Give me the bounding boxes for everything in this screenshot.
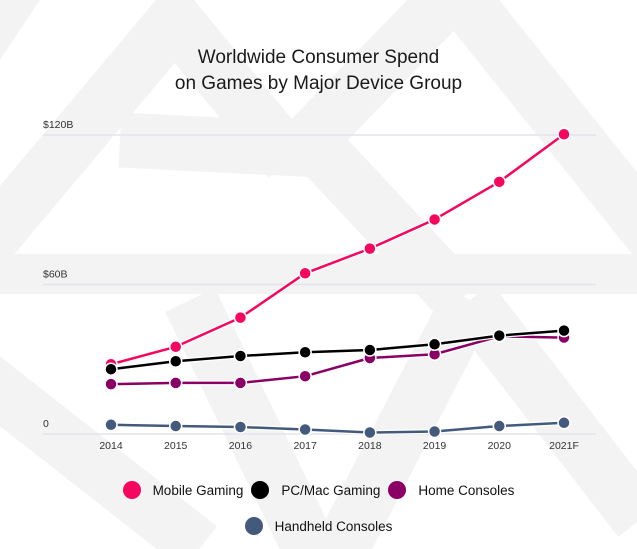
chart-title-line-2: on Games by Major Device Group bbox=[174, 73, 463, 94]
data-point[interactable] bbox=[557, 416, 571, 430]
y-axis-ticks: 0 $60B $120B bbox=[43, 119, 73, 430]
data-point[interactable] bbox=[492, 328, 507, 343]
data-point[interactable] bbox=[168, 354, 183, 368]
data-point[interactable] bbox=[427, 424, 442, 439]
data-point[interactable] bbox=[233, 310, 248, 325]
x-tick-label: 2021F bbox=[549, 440, 579, 452]
data-point[interactable] bbox=[104, 377, 118, 391]
legend-marker-icon bbox=[251, 481, 270, 499]
data-point[interactable] bbox=[492, 419, 507, 433]
legend-item-mobile-gaming[interactable]: Mobile Gaming bbox=[122, 481, 244, 499]
series-line bbox=[110, 133, 565, 366]
data-point[interactable] bbox=[233, 420, 248, 434]
chart-title-line-1: Worldwide Consumer Spend bbox=[197, 47, 440, 68]
data-point[interactable] bbox=[363, 425, 377, 440]
data-point[interactable] bbox=[557, 127, 571, 142]
data-point[interactable] bbox=[363, 241, 377, 256]
data-point[interactable] bbox=[557, 323, 571, 338]
data-point[interactable] bbox=[298, 369, 312, 383]
series-lines bbox=[104, 127, 571, 440]
legend-marker-icon bbox=[122, 481, 141, 499]
legend-item-pc-mac-gaming[interactable]: PC/Mac Gaming bbox=[251, 481, 380, 499]
legend-label: Mobile Gaming bbox=[152, 482, 244, 498]
legend-row-1: Mobile Gaming PC/Mac Gaming Home Console… bbox=[0, 478, 637, 502]
data-point[interactable] bbox=[492, 175, 507, 189]
y-tick-label: $60B bbox=[43, 269, 68, 281]
y-tick-label: 0 bbox=[43, 418, 49, 430]
gridlines bbox=[43, 134, 596, 435]
data-point[interactable] bbox=[168, 376, 183, 390]
x-tick-label: 2016 bbox=[229, 440, 253, 452]
x-tick-label: 2018 bbox=[358, 440, 382, 452]
data-point[interactable] bbox=[298, 422, 312, 437]
y-tick-label: $120B bbox=[43, 119, 73, 131]
data-point[interactable] bbox=[298, 266, 312, 281]
legend-label: Home Consoles bbox=[418, 482, 515, 498]
legend-marker-icon bbox=[388, 481, 407, 499]
series-line bbox=[110, 421, 565, 434]
series-line bbox=[110, 329, 565, 371]
x-axis-ticks: 2014 2015 2016 2017 2018 2019 2020 2021F bbox=[99, 440, 579, 452]
data-point[interactable] bbox=[427, 212, 442, 227]
x-tick-label: 2014 bbox=[99, 440, 123, 452]
data-point[interactable] bbox=[168, 340, 183, 354]
legend-label: PC/Mac Gaming bbox=[281, 482, 381, 498]
x-tick-label: 2019 bbox=[423, 440, 447, 452]
legend-row-2: Handheld Consoles bbox=[0, 514, 637, 538]
data-point[interactable] bbox=[104, 362, 118, 376]
series-handheld-consoles bbox=[104, 416, 571, 440]
x-tick-label: 2015 bbox=[164, 440, 188, 452]
series-pc-mac-gaming bbox=[104, 323, 571, 376]
legend-item-home-consoles[interactable]: Home Consoles bbox=[388, 481, 514, 499]
legend: Mobile Gaming PC/Mac Gaming Home Console… bbox=[0, 478, 637, 538]
data-point[interactable] bbox=[104, 418, 118, 432]
data-point[interactable] bbox=[363, 343, 377, 357]
x-tick-label: 2017 bbox=[293, 440, 317, 452]
data-point[interactable] bbox=[168, 419, 183, 433]
legend-label: Handheld Consoles bbox=[274, 518, 393, 534]
data-point[interactable] bbox=[298, 345, 312, 360]
x-tick-label: 2020 bbox=[488, 440, 512, 452]
data-point[interactable] bbox=[233, 349, 248, 363]
data-point[interactable] bbox=[427, 337, 442, 352]
data-point[interactable] bbox=[233, 376, 248, 390]
series-mobile-gaming bbox=[104, 127, 571, 371]
legend-marker-icon bbox=[244, 517, 263, 535]
legend-item-handheld-consoles[interactable]: Handheld Consoles bbox=[244, 517, 393, 535]
chart-title: Worldwide Consumer Spend on Games by Maj… bbox=[0, 45, 637, 97]
